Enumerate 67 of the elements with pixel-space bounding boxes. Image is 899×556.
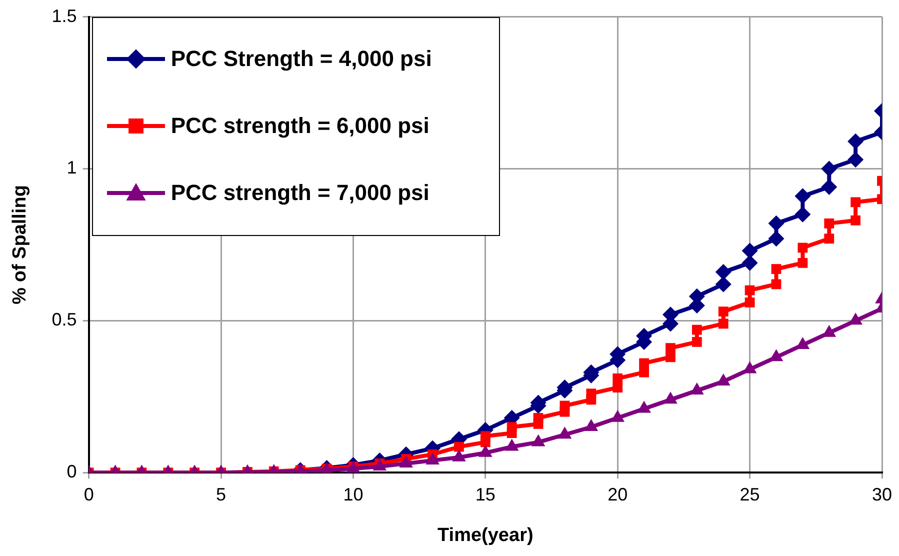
point: [560, 400, 570, 411]
point: [452, 449, 466, 462]
point: [821, 160, 838, 177]
point: [610, 410, 625, 422]
point: [664, 392, 678, 404]
y-axis-title: % of Spalling: [10, 185, 31, 304]
point: [692, 324, 702, 335]
point: [399, 455, 414, 468]
point: [612, 373, 623, 384]
point: [850, 197, 861, 208]
y-tick-label: 0: [66, 462, 77, 482]
point: [771, 279, 782, 290]
x-axis-title: Time(year): [438, 524, 534, 546]
y-tick-label: 1: [66, 158, 77, 178]
point: [798, 242, 808, 253]
point: [480, 431, 490, 442]
point: [742, 254, 758, 271]
point: [742, 242, 758, 259]
point: [666, 343, 676, 353]
point: [690, 382, 704, 395]
point: [718, 318, 728, 329]
point: [639, 367, 649, 378]
point: [533, 412, 544, 423]
point: [821, 178, 838, 195]
point: [558, 426, 572, 439]
point: [794, 188, 811, 204]
point: [794, 206, 811, 222]
point: [612, 382, 623, 392]
point: [771, 264, 782, 274]
y-tick-label: 0.5: [52, 310, 77, 330]
point: [504, 438, 519, 451]
point: [666, 352, 676, 362]
x-tick-label: 5: [216, 484, 226, 504]
point: [850, 215, 861, 226]
point: [744, 297, 755, 308]
point: [768, 230, 784, 247]
point: [692, 336, 702, 347]
point: [715, 264, 732, 280]
point: [824, 218, 834, 228]
point: [798, 258, 808, 268]
point: [372, 458, 387, 471]
point: [848, 152, 864, 168]
point: [744, 285, 755, 296]
point: [715, 276, 732, 292]
point: [531, 434, 546, 446]
point: [848, 133, 864, 150]
x-tick-label: 15: [475, 484, 496, 504]
legend-label: PCC strength = 7,000 psi: [170, 180, 430, 206]
point: [454, 442, 464, 452]
point: [506, 422, 517, 432]
y-tick-label: 1.5: [52, 6, 77, 26]
point: [718, 306, 728, 316]
point: [426, 452, 440, 464]
point: [639, 358, 649, 368]
x-tick-label: 30: [872, 484, 892, 504]
point: [637, 400, 651, 413]
point: [586, 388, 596, 399]
x-tick-label: 20: [608, 484, 628, 504]
point: [824, 234, 834, 244]
x-tick-label: 25: [740, 484, 760, 504]
point: [584, 419, 598, 432]
x-tick-label: 0: [84, 484, 94, 504]
legend-label: PCC Strength = 4,000 psi: [170, 46, 432, 72]
legend-label: PCC strength = 6,000 psi: [170, 113, 430, 140]
point: [478, 444, 492, 457]
x-tick-label: 10: [343, 484, 364, 504]
point: [768, 215, 784, 232]
